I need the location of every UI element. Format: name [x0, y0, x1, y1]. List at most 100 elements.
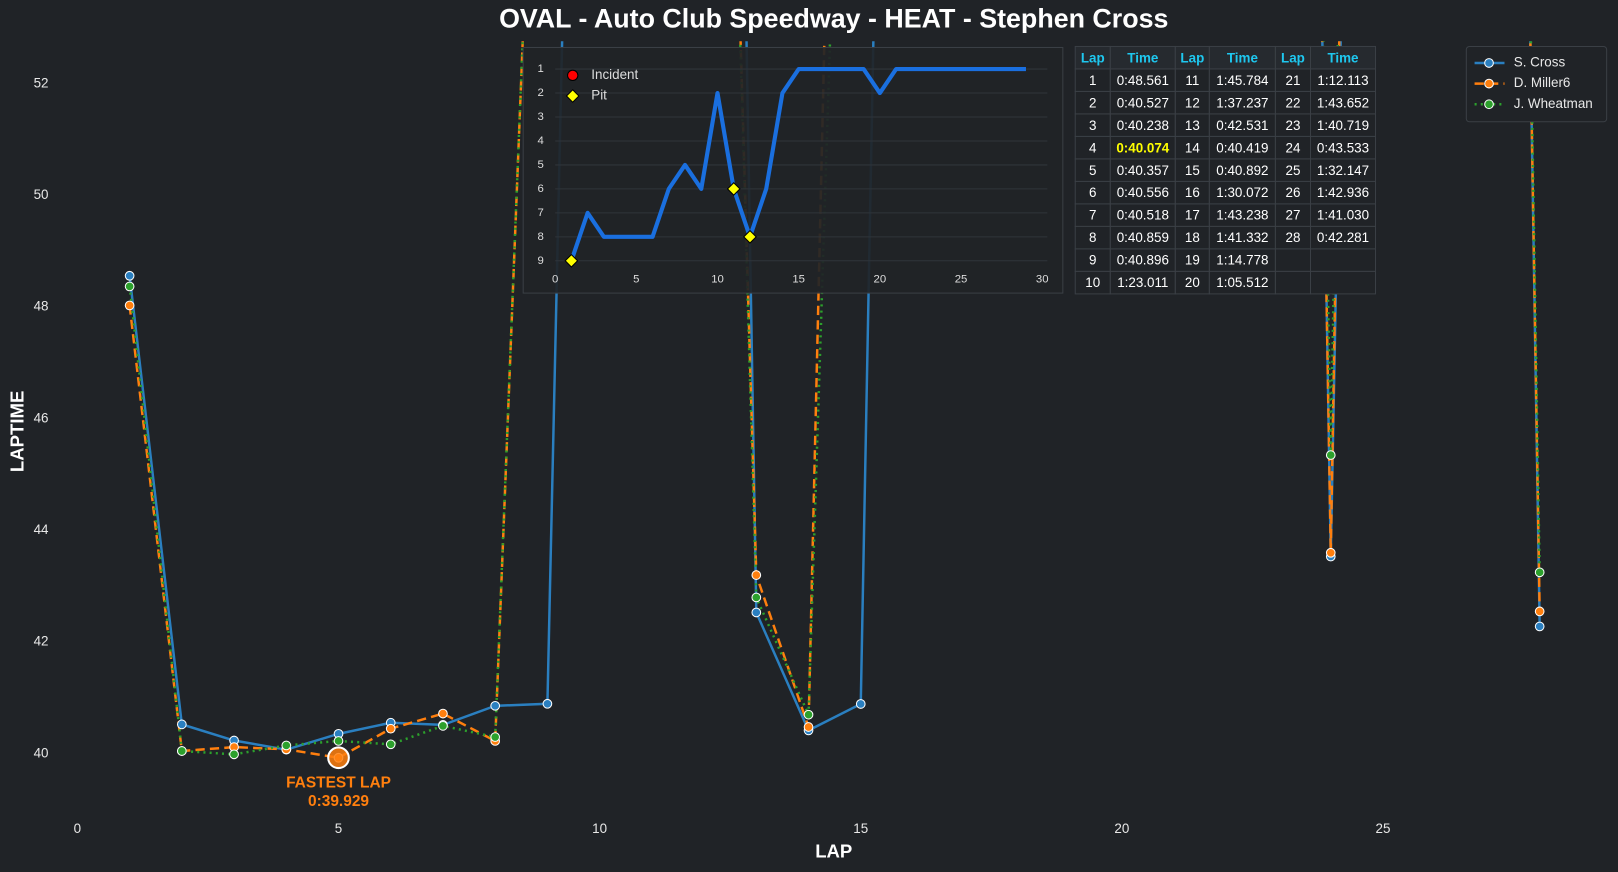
y-tick-label: 48: [34, 299, 49, 314]
y-tick-label: 6: [538, 183, 544, 195]
x-tick-label: 20: [874, 274, 887, 286]
table-cell: [1274, 248, 1312, 272]
table-text: 17: [1185, 208, 1200, 223]
table-text: 3: [1089, 118, 1096, 133]
series-line: [128, 41, 1541, 751]
table-text: 19: [1185, 253, 1200, 268]
series-line: [128, 41, 1541, 756]
y-tick-label: 9: [538, 255, 544, 267]
table-text: 10: [1085, 275, 1100, 290]
table-text: 0:40.074: [1116, 140, 1169, 155]
y-tick-label: 8: [538, 231, 544, 243]
table-text: 6: [1089, 185, 1096, 200]
legend-marker: [1484, 78, 1494, 89]
table-text: 21: [1285, 73, 1300, 88]
y-tick-label: 40: [34, 745, 49, 760]
inset-box: [522, 46, 1064, 294]
point: [751, 607, 762, 618]
point: [1534, 567, 1545, 578]
point: [751, 592, 762, 603]
y-tick-label: 7: [538, 207, 544, 219]
table-text: 20: [1185, 275, 1200, 290]
table-text: 1:05.512: [1216, 275, 1268, 290]
y-tick-label: 5: [538, 159, 544, 171]
table-text: 27: [1285, 208, 1300, 223]
table-text: 18: [1185, 230, 1200, 245]
legend-marker: [567, 69, 579, 82]
table-text: 0:40.238: [1117, 118, 1169, 133]
x-tick-label: 0: [552, 274, 558, 286]
point: [1325, 547, 1336, 558]
legend-box: [1465, 45, 1608, 123]
point: [124, 281, 135, 292]
table-text: 7: [1089, 208, 1096, 223]
table-header: Lap: [1281, 50, 1305, 65]
marker: [726, 181, 741, 196]
table-text: 16: [1185, 185, 1200, 200]
position-line: [569, 67, 1026, 262]
table-text: 1:41.332: [1216, 230, 1268, 245]
point: [1534, 621, 1545, 632]
annotation-text: 0:39.929: [308, 793, 369, 810]
point: [855, 699, 866, 709]
x-tick-label: 25: [955, 274, 968, 286]
point: [124, 300, 135, 311]
table-text: 2: [1089, 95, 1096, 110]
y-tick-label: 44: [34, 522, 49, 537]
table-text: 0:40.556: [1117, 185, 1169, 200]
table-header: Time: [1227, 50, 1258, 65]
table-text: 5: [1089, 163, 1096, 178]
table-text: 13: [1185, 118, 1200, 133]
table-cell: [1309, 248, 1377, 272]
table-text: 14: [1185, 140, 1200, 155]
x-tick-label: 25: [1376, 821, 1391, 836]
fastest-lap-marker: [327, 746, 350, 770]
plot-area: [124, 41, 1545, 763]
legend-marker: [1484, 99, 1494, 110]
table-text: 1: [1089, 73, 1096, 88]
table-text: 1:12.113: [1317, 73, 1368, 88]
table-text: 0:40.892: [1216, 163, 1268, 178]
point: [438, 721, 448, 731]
table-header: Time: [1127, 50, 1158, 65]
table-text: 1:42.936: [1317, 185, 1369, 200]
point: [229, 749, 239, 760]
legend-marker: [565, 89, 580, 103]
legend-label: S. Cross: [1514, 55, 1566, 70]
point: [176, 719, 187, 730]
table-text: 0:42.531: [1216, 118, 1268, 133]
table-text: 4: [1089, 140, 1097, 155]
table-text: 0:40.527: [1117, 95, 1169, 110]
table-text: 0:40.896: [1117, 253, 1169, 268]
y-tick-label: 1: [538, 63, 544, 75]
y-tick-label: 3: [538, 111, 544, 123]
point: [803, 709, 814, 720]
point: [176, 746, 187, 756]
x-tick-label: 0: [74, 821, 81, 836]
table-text: 15: [1185, 163, 1200, 178]
point: [542, 698, 553, 709]
table-text: 25: [1285, 163, 1300, 178]
table-text: 0:48.561: [1117, 73, 1169, 88]
table-text: 24: [1285, 140, 1300, 155]
table-text: 1:41.030: [1317, 208, 1369, 223]
table-text: 1:37.237: [1216, 95, 1268, 110]
point: [1534, 606, 1545, 617]
x-tick-label: 5: [335, 821, 342, 836]
y-tick-label: 2: [538, 87, 544, 99]
table-text: 22: [1285, 95, 1300, 110]
table-text: 1:23.011: [1117, 275, 1168, 290]
table-text: 11: [1185, 73, 1199, 88]
point: [281, 740, 292, 751]
table-text: 12: [1185, 95, 1200, 110]
legend-label: Pit: [591, 88, 607, 103]
table-text: 23: [1285, 118, 1300, 133]
point: [385, 723, 396, 734]
point: [385, 739, 396, 750]
point: [751, 570, 762, 580]
table-text: 1:32.147: [1317, 163, 1369, 178]
table-text: 9: [1089, 253, 1096, 268]
